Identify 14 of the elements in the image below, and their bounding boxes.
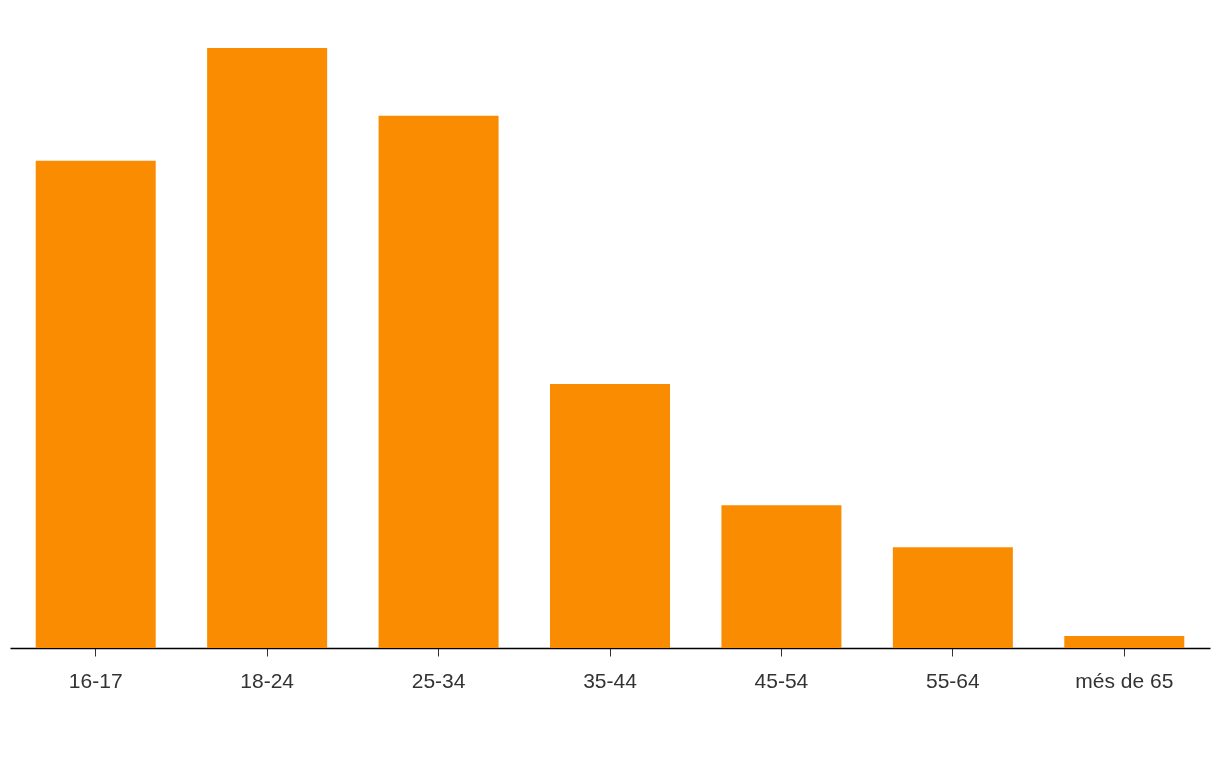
x-tick-label: 45-54: [754, 668, 809, 692]
bar: [1064, 636, 1185, 648]
x-tick-label: 55-64: [926, 668, 981, 692]
bar: [550, 384, 670, 648]
bar: [892, 547, 1013, 648]
x-tick-label: 35-44: [583, 668, 638, 692]
bar: [378, 115, 499, 648]
x-tick-label: 25-34: [411, 668, 466, 692]
bar: [35, 160, 156, 648]
x-tick-label: més de 65: [1075, 668, 1174, 692]
bar: [721, 505, 842, 648]
x-tick-label: 18-24: [240, 668, 295, 692]
bar: [207, 48, 328, 648]
x-tick-label: 16-17: [68, 668, 123, 692]
